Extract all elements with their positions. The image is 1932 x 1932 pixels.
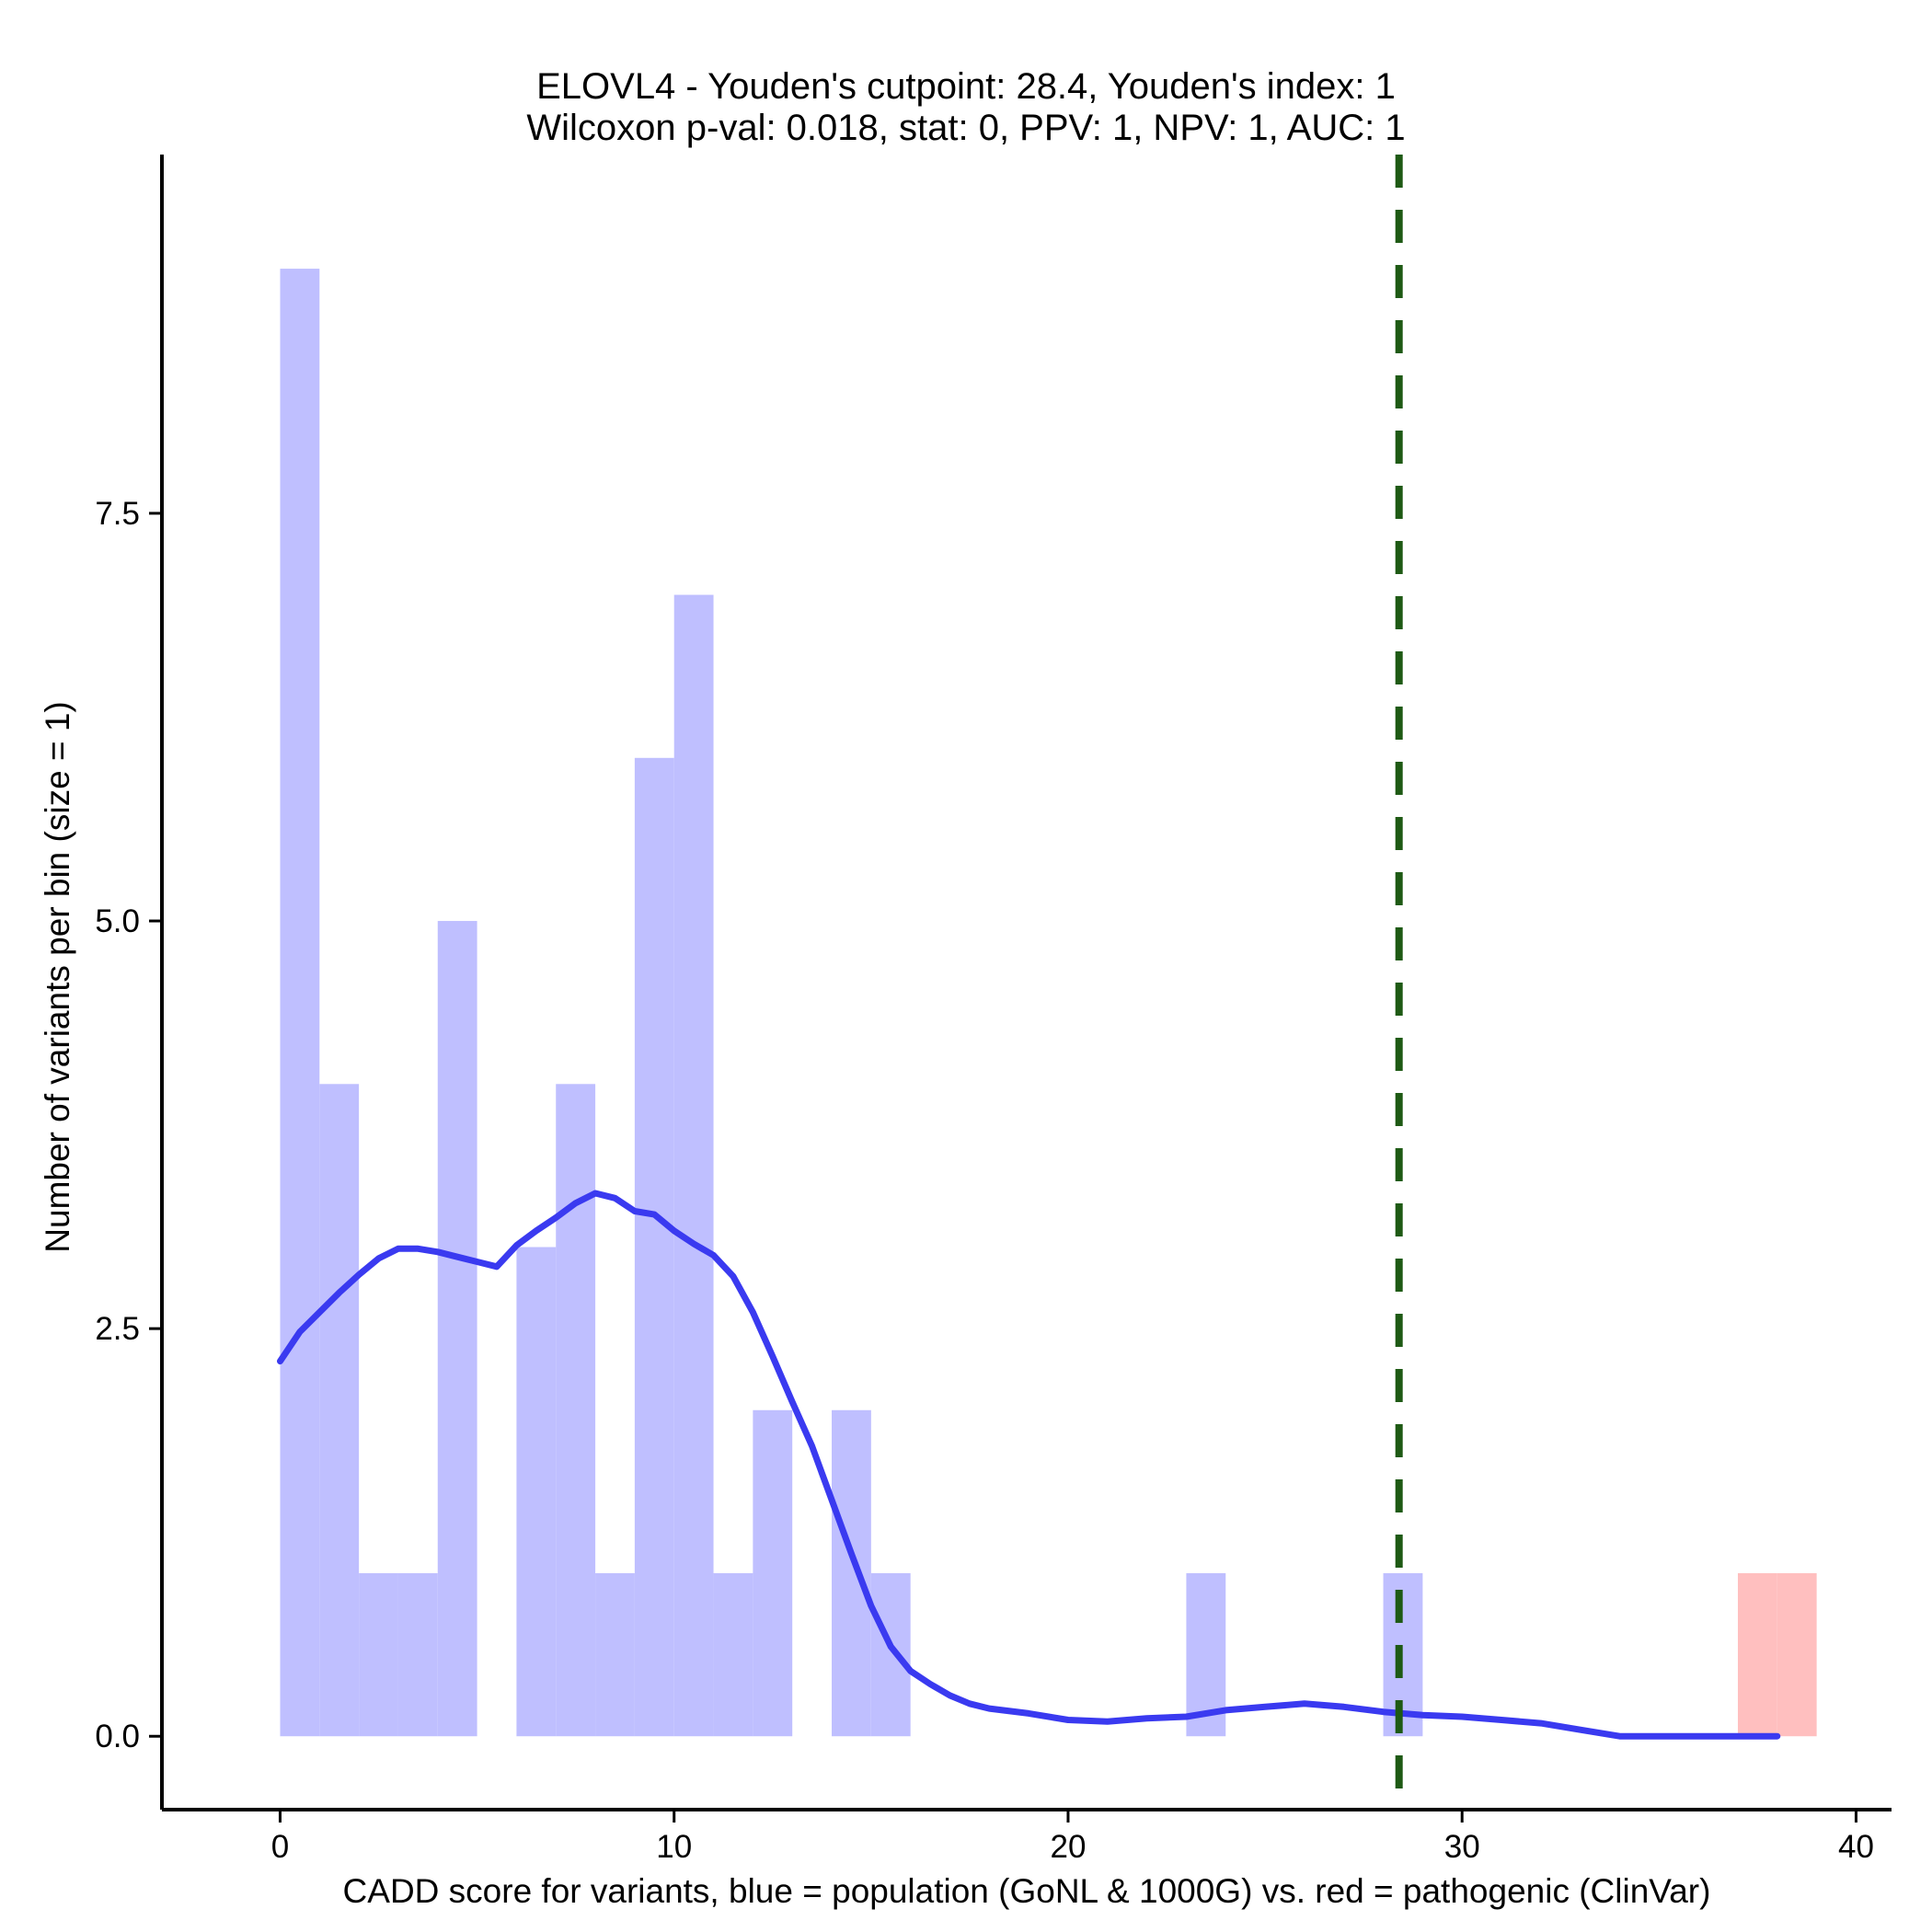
population-bar — [516, 1247, 557, 1737]
population-bar — [437, 921, 477, 1737]
population-bar — [319, 1084, 360, 1737]
population-bar — [280, 269, 320, 1737]
x-tick-label: 10 — [656, 1829, 692, 1865]
population-bar — [397, 1573, 438, 1737]
population-bar — [753, 1409, 793, 1737]
y-tick-label: 0.0 — [95, 1719, 140, 1754]
chart-title-line-1: ELOVL4 - Youden's cutpoint: 28.4, Youden… — [536, 66, 1396, 107]
population-bar — [713, 1573, 753, 1737]
y-tick-label: 5.0 — [95, 903, 140, 939]
y-axis-ticks: 0.0 2.5 5.0 7.5 — [95, 496, 162, 1754]
x-tick-label: 30 — [1444, 1829, 1480, 1865]
pathogenic-bar — [1777, 1573, 1817, 1737]
population-bar — [556, 1084, 596, 1737]
x-tick-label: 20 — [1050, 1829, 1086, 1865]
y-tick-label: 2.5 — [95, 1311, 140, 1347]
axes — [160, 155, 1892, 1811]
population-bar — [634, 757, 674, 1737]
y-tick-label: 7.5 — [95, 496, 140, 532]
population-bar — [673, 594, 714, 1737]
population-bar — [359, 1573, 398, 1737]
x-tick-label: 40 — [1838, 1829, 1874, 1865]
chart-title-line-2: Wilcoxon p-val: 0.018, stat: 0, PPV: 1, … — [526, 108, 1405, 148]
population-bar — [1383, 1573, 1423, 1737]
population-bar — [832, 1409, 871, 1737]
density-curve-group — [277, 1190, 1781, 1740]
population-bar — [870, 1573, 911, 1737]
x-axis-ticks: 0 10 20 30 40 — [271, 1810, 1874, 1865]
y-axis-label: Number of variants per bin (size = 1) — [39, 701, 76, 1252]
x-tick-label: 0 — [271, 1829, 289, 1865]
population-bar — [595, 1573, 635, 1737]
density-curve — [277, 1190, 1781, 1740]
histogram-bars — [280, 269, 1817, 1737]
x-axis-label: CADD score for variants, blue = populati… — [343, 1872, 1711, 1910]
pathogenic-bar — [1737, 1573, 1777, 1737]
